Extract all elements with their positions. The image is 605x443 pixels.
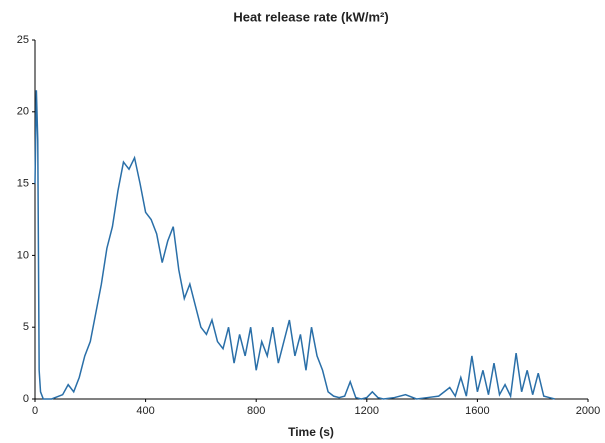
x-tick-label: 400 bbox=[136, 405, 154, 417]
x-tick-label: 2000 bbox=[576, 405, 600, 417]
x-tick-label: 0 bbox=[32, 405, 38, 417]
x-axis-label: Time (s) bbox=[288, 425, 334, 439]
y-tick-label: 10 bbox=[17, 249, 29, 261]
y-tick-label: 20 bbox=[17, 106, 29, 118]
chart-title: Heat release rate (kW/m²) bbox=[233, 9, 388, 24]
y-tick-label: 0 bbox=[23, 393, 29, 405]
x-tick-label: 1200 bbox=[355, 405, 379, 417]
x-tick-label: 800 bbox=[247, 405, 265, 417]
x-tick-label: 1600 bbox=[465, 405, 489, 417]
y-tick-label: 15 bbox=[17, 178, 29, 190]
y-tick-label: 5 bbox=[23, 321, 29, 333]
y-tick-label: 25 bbox=[17, 34, 29, 46]
data-line bbox=[34, 90, 556, 400]
